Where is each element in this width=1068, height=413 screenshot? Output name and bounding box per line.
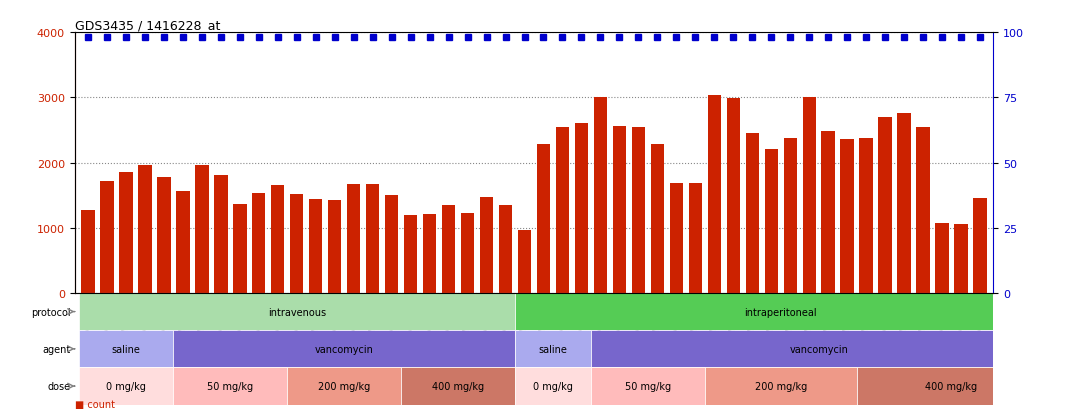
FancyBboxPatch shape [173,330,515,368]
Text: dose: dose [48,381,70,391]
FancyBboxPatch shape [515,368,591,405]
Bar [271,186,284,293]
Bar [841,140,853,293]
Bar [423,214,436,293]
Text: 400 mg/kg: 400 mg/kg [926,381,977,391]
Bar [821,131,835,293]
Bar [650,145,664,293]
Bar [897,114,911,293]
Bar [81,211,95,293]
Bar [802,98,816,293]
Text: 0 mg/kg: 0 mg/kg [106,381,146,391]
Bar [290,195,303,293]
Bar [879,118,892,293]
Bar [100,182,113,293]
Bar [252,193,266,293]
Bar [613,127,626,293]
Bar [386,196,398,293]
Text: 200 mg/kg: 200 mg/kg [755,381,806,391]
Text: ■ count: ■ count [75,399,114,409]
Text: 0 mg/kg: 0 mg/kg [533,381,572,391]
Text: intraperitoneal: intraperitoneal [744,307,817,317]
Bar [139,166,152,293]
Bar [176,192,190,293]
FancyBboxPatch shape [515,330,591,368]
Text: agent: agent [43,344,70,354]
FancyBboxPatch shape [287,368,402,405]
Bar [765,150,778,293]
Bar [404,216,418,293]
Bar [347,185,360,293]
Text: 50 mg/kg: 50 mg/kg [625,381,671,391]
FancyBboxPatch shape [173,368,287,405]
FancyBboxPatch shape [857,368,1047,405]
FancyBboxPatch shape [515,293,1047,330]
FancyBboxPatch shape [79,293,515,330]
FancyBboxPatch shape [705,368,857,405]
FancyBboxPatch shape [402,368,515,405]
Text: vancomycin: vancomycin [789,344,848,354]
Bar [555,128,569,293]
FancyBboxPatch shape [79,330,173,368]
Bar [916,127,929,293]
Bar [708,96,721,293]
Bar [120,173,132,293]
Text: saline: saline [111,344,140,354]
Bar [537,145,550,293]
Bar [233,204,247,293]
Text: vancomycin: vancomycin [315,344,374,354]
Bar [726,99,740,293]
Bar [955,225,968,293]
Text: 50 mg/kg: 50 mg/kg [207,381,253,391]
Bar [860,138,873,293]
Bar [499,205,513,293]
Bar [689,184,702,293]
Text: 400 mg/kg: 400 mg/kg [433,381,484,391]
FancyBboxPatch shape [79,368,173,405]
Bar [461,214,474,293]
Bar [157,178,171,293]
Bar [784,139,797,293]
Bar [518,231,531,293]
Bar [632,128,645,293]
Bar [328,200,342,293]
Bar [366,185,379,293]
Text: protocol: protocol [31,307,70,317]
FancyBboxPatch shape [591,368,705,405]
Bar [442,205,455,293]
Text: GDS3435 / 1416228_at: GDS3435 / 1416228_at [75,19,220,32]
Text: intravenous: intravenous [268,307,326,317]
Bar [594,98,607,293]
Bar [195,166,208,293]
Text: 200 mg/kg: 200 mg/kg [318,381,371,391]
Bar [309,199,323,293]
Text: saline: saline [538,344,567,354]
Bar [670,183,682,293]
Bar [215,176,227,293]
Bar [745,134,759,293]
Bar [480,197,493,293]
Bar [936,223,948,293]
Bar [973,198,987,293]
FancyBboxPatch shape [591,330,1047,368]
Bar [575,124,588,293]
